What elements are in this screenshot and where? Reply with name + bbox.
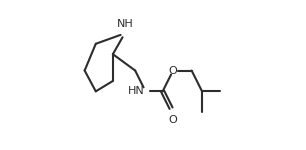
Text: HN: HN [128,86,145,96]
Text: NH: NH [116,19,133,29]
Text: O: O [169,66,177,76]
Text: O: O [169,115,177,125]
